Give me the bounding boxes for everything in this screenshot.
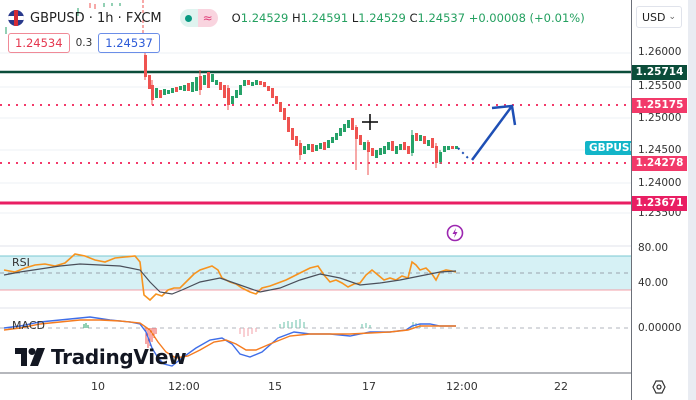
window-edge	[688, 0, 696, 400]
symbol-title[interactable]: GBPUSD · 1h · FXCM	[30, 10, 162, 26]
macd-label[interactable]: MACD	[12, 319, 45, 332]
rsi-line	[3, 253, 457, 302]
buy-button[interactable]: 1.24537	[98, 33, 160, 53]
market-open-dot-icon	[179, 9, 198, 27]
rsi-ma-line	[3, 263, 457, 295]
ohlc-values: O1.24529 H1.24591 L1.24529 C1.24537 +0.0…	[231, 11, 585, 25]
symbol-price-tag: GBPUSD	[585, 141, 643, 155]
price-tag-level-lower: 1.24278	[632, 156, 687, 171]
delayed-data-wave-icon: ≈	[197, 9, 218, 27]
crosshair-cursor-icon	[362, 114, 378, 130]
sell-button[interactable]: 1.24534	[8, 33, 70, 53]
chevron-down-icon: ⌄	[668, 12, 676, 22]
price-tag-resistance: 1.25714	[632, 65, 687, 80]
settings-gear-icon[interactable]	[652, 380, 666, 394]
symbol-legend[interactable]: GBPUSD · 1h · FXCM ≈ O1.24529 H1.24591 L…	[8, 9, 585, 27]
tradingview-logo[interactable]: TradingView	[15, 345, 187, 369]
forecast-arrow	[470, 105, 514, 161]
rsi-label[interactable]: RSI	[12, 256, 30, 269]
status-pill[interactable]: ≈	[179, 9, 218, 27]
price-tag-level-upper: 1.25175	[632, 98, 687, 113]
uk-flag-icon	[8, 10, 24, 26]
spread-value: 0.3	[75, 37, 93, 49]
candlesticks	[5, 3, 458, 175]
price-tag-support: 1.23671	[632, 196, 687, 211]
currency-dropdown[interactable]: USD ⌄	[636, 6, 682, 28]
signal-line	[3, 319, 456, 359]
lightning-alert-icon[interactable]	[446, 224, 464, 242]
bid-ask-panel: 1.24534 0.3 1.24537	[8, 33, 160, 53]
tradingview-logo-icon	[15, 348, 45, 366]
